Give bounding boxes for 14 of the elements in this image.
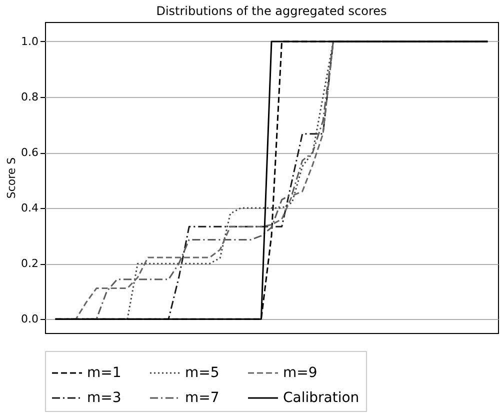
y-tick-label: 0.4 bbox=[21, 202, 38, 215]
y-tick-label: 0.6 bbox=[21, 146, 38, 160]
legend-label: m=5 bbox=[185, 365, 220, 381]
y-tick-label: 0.8 bbox=[21, 90, 38, 104]
legend-label: m=7 bbox=[185, 390, 220, 406]
legend-label: m=3 bbox=[87, 390, 122, 406]
y-tick-label: 1.0 bbox=[21, 34, 38, 48]
y-tick-label: 0.0 bbox=[21, 312, 38, 326]
y-tick-label: 0.2 bbox=[21, 257, 38, 270]
legend-label: m=1 bbox=[87, 365, 122, 381]
legend-label: m=9 bbox=[283, 365, 318, 381]
y-axis-title: Score S bbox=[5, 157, 18, 199]
chart-title: Distributions of the aggregated scores bbox=[156, 4, 387, 18]
legend-label: Calibration bbox=[283, 390, 360, 406]
